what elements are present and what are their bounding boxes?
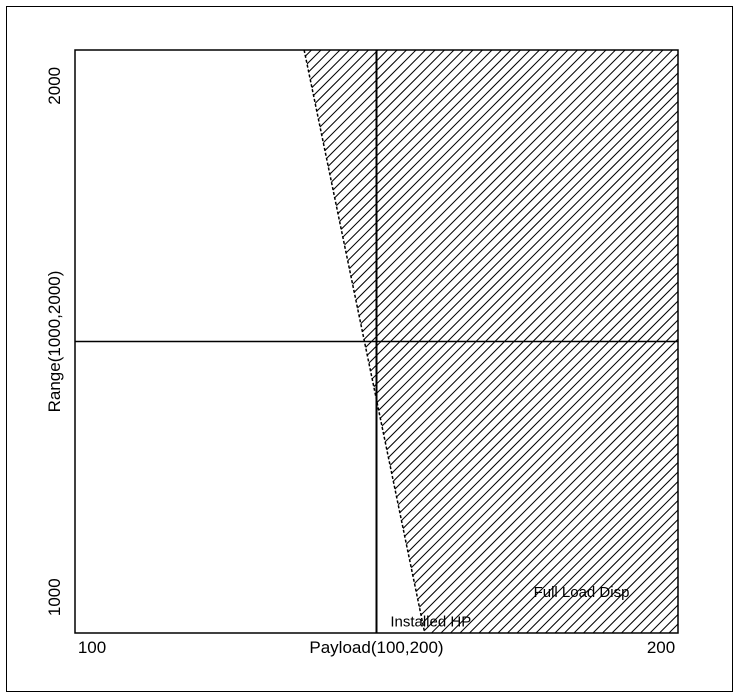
x-tick-label-200: 200 [647,638,675,657]
hatch-line [440,50,678,633]
hatch-line [304,50,455,633]
hatch-line [516,50,678,633]
hatch-line [545,50,678,633]
hatch-line [304,50,540,633]
hatch-line [0,50,84,633]
hatch-line [554,50,678,633]
hatch-line [304,50,521,633]
hatch-line [488,50,678,633]
hatch-line [526,50,678,633]
annotation-full-load-disp: Full Load Disp [534,584,630,601]
hatch-line [564,50,678,633]
x-tick-label-100: 100 [78,638,106,657]
hatch-line [304,50,559,633]
hatch-line [304,50,512,633]
hatch-line [304,50,464,633]
hatch-line [469,50,678,633]
hatch-line [304,50,483,633]
hatch-line [402,50,678,633]
hatch-line [304,50,445,633]
hatch-line [304,50,578,633]
hatch-line [431,50,678,633]
hatch-line [304,50,588,633]
hatch-line [304,50,531,633]
hatch-line [304,50,493,633]
hatch-line [573,50,678,633]
hatch-line [450,50,678,633]
hatch-line [304,50,502,633]
hatch-line [535,50,678,633]
hatch-line [304,50,436,633]
hatch-line [679,50,741,633]
hatch-line [412,50,678,633]
hatch-line [507,50,678,633]
hatch-line [668,50,678,633]
annotation-installed-hp: Installed HP [390,613,471,630]
hatch-line [421,50,678,633]
hatch-line [304,50,426,633]
hatch-line [497,50,678,633]
hatch-line [698,50,741,633]
hatch-line [304,50,569,633]
hatch-line [688,50,741,633]
hatch-line [393,50,678,633]
x-axis-label: Payload(100,200) [309,638,443,657]
hatch-line [459,50,678,633]
y-tick-label-1000: 1000 [45,578,64,616]
hatch-line [304,50,550,633]
y-axis-label: Range(1000,2000) [45,271,64,413]
y-tick-label-2000: 2000 [45,67,64,105]
hatch-line [478,50,678,633]
